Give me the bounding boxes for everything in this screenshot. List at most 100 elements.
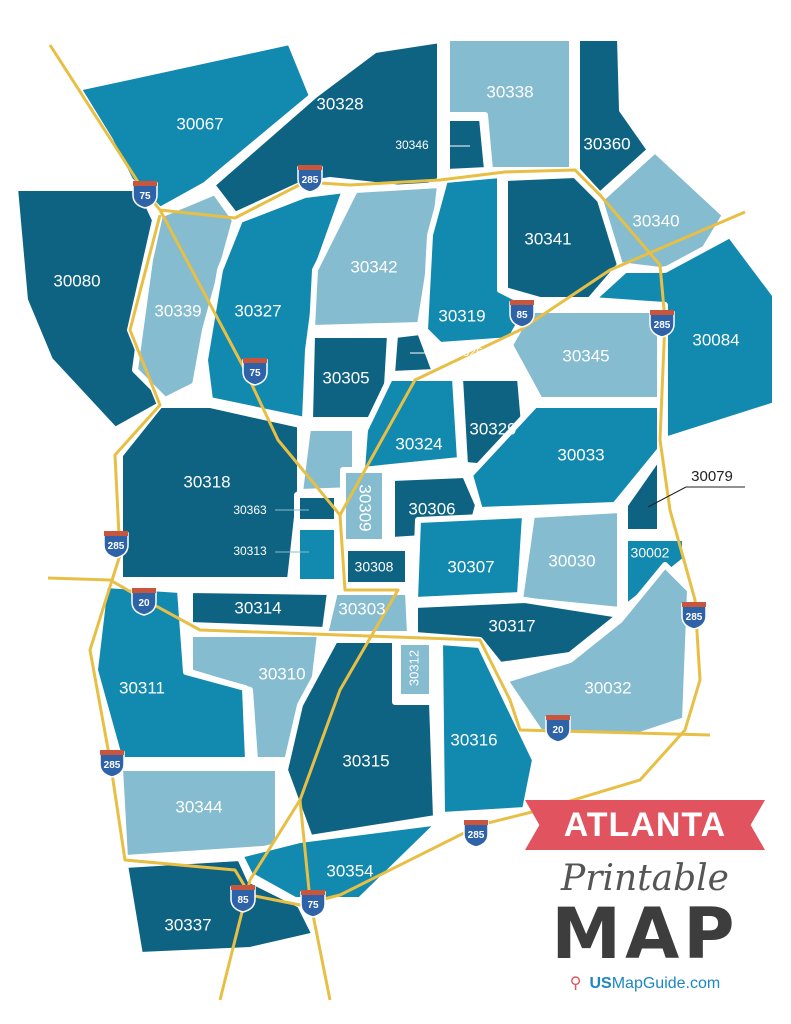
brand-us: US bbox=[589, 975, 612, 992]
zone-30315[interactable] bbox=[282, 637, 439, 841]
zip-label: 30328 bbox=[316, 94, 363, 113]
zone-30317[interactable] bbox=[412, 597, 623, 668]
brand-link[interactable]: ⚲ USMapGuide.com bbox=[510, 973, 780, 993]
zone-30345[interactable] bbox=[507, 307, 663, 403]
map-pin-icon: ⚲ bbox=[569, 975, 582, 992]
shield-number: 85 bbox=[237, 895, 249, 906]
zip-label: 30341 bbox=[524, 229, 571, 248]
zip-label: 30327 bbox=[234, 301, 281, 320]
highway-downtown-connector bbox=[298, 514, 400, 801]
shield-number: 285 bbox=[686, 612, 703, 623]
zip-label: 30338 bbox=[486, 82, 533, 101]
zip-label: 30084 bbox=[692, 330, 739, 349]
zip-label: 30317 bbox=[488, 616, 535, 635]
zip-label: 30329 bbox=[469, 419, 516, 438]
zone-30339[interactable] bbox=[132, 189, 238, 403]
interstate-shield-75: 75 bbox=[242, 358, 268, 386]
interstate-shield-75: 75 bbox=[132, 181, 158, 209]
zip-label: 30313 bbox=[233, 544, 267, 558]
zip-label: 30337 bbox=[164, 915, 211, 934]
shield-number: 285 bbox=[468, 830, 485, 841]
zip-label: 30079 bbox=[691, 468, 733, 485]
brand-rest: MapGuide.com bbox=[611, 975, 721, 992]
zip-label: 30306 bbox=[408, 499, 455, 518]
zip-label: 30305 bbox=[322, 368, 369, 387]
zip-label: 30080 bbox=[53, 271, 100, 290]
zip-label: 30303 bbox=[338, 599, 385, 618]
zip-label: 30030 bbox=[548, 551, 595, 570]
interstate-shield-285: 285 bbox=[463, 820, 489, 848]
zip-label: 30307 bbox=[447, 557, 494, 576]
shield-number: 20 bbox=[138, 598, 150, 609]
zone-30030[interactable] bbox=[517, 507, 623, 613]
zip-label: 30319 bbox=[438, 306, 485, 325]
zip-label: 30315 bbox=[342, 751, 389, 770]
interstate-shield-85: 85 bbox=[509, 300, 535, 328]
interstate-shield-75: 75 bbox=[300, 890, 326, 918]
shield-number: 285 bbox=[302, 175, 319, 186]
zone-30363[interactable] bbox=[294, 492, 340, 525]
zone-30311[interactable] bbox=[92, 582, 251, 763]
zip-label: 30363 bbox=[233, 503, 267, 517]
zip-label: 30339 bbox=[154, 301, 201, 320]
interstate-shield-285: 285 bbox=[297, 165, 323, 193]
highway-i285 bbox=[88, 168, 702, 907]
zip-label: 30344 bbox=[175, 797, 222, 816]
zone-30324[interactable] bbox=[359, 375, 463, 473]
zone-30032[interactable] bbox=[502, 562, 693, 738]
zip-label: 30326 bbox=[449, 345, 483, 359]
zone-30080[interactable] bbox=[12, 185, 163, 433]
zone-30313[interactable] bbox=[294, 524, 340, 585]
zip-label: 30312 bbox=[406, 650, 421, 686]
shield-number: 285 bbox=[104, 760, 121, 771]
zip-label: 30346 bbox=[395, 138, 429, 152]
highway-i75-north bbox=[48, 44, 342, 516]
zip-label: 30342 bbox=[350, 257, 397, 276]
highway-i85-north bbox=[338, 210, 746, 516]
subtitle-printable: Printable bbox=[561, 858, 729, 899]
zone-30342[interactable] bbox=[309, 182, 443, 331]
zip-label: 30314 bbox=[234, 598, 281, 617]
zone-30337[interactable] bbox=[122, 855, 318, 958]
zip-label: 30354 bbox=[326, 861, 373, 880]
zip-label: 30324 bbox=[395, 434, 442, 453]
zip-label: 30002 bbox=[631, 545, 670, 561]
interstate-shield-20: 20 bbox=[545, 715, 571, 743]
interstate-shield-85: 85 bbox=[230, 885, 256, 913]
zone-30346[interactable] bbox=[444, 115, 490, 175]
leader-line bbox=[647, 486, 687, 508]
zone-30316[interactable] bbox=[437, 639, 538, 818]
zip-label: 30360 bbox=[583, 134, 630, 153]
highways bbox=[47, 44, 746, 1001]
zip-label: 30345 bbox=[562, 346, 609, 365]
zone-30341[interactable] bbox=[502, 172, 623, 303]
zip-label: 30310 bbox=[258, 664, 305, 683]
zone-30318[interactable] bbox=[117, 402, 303, 583]
zip-label: 30033 bbox=[557, 445, 604, 464]
atlanta-printable-map-logo: ATLANTA Printable MAP ⚲ USMapGuide.com bbox=[510, 800, 780, 1020]
highway-i85-south bbox=[218, 799, 302, 1001]
shield-number: 285 bbox=[108, 541, 125, 552]
shield-number: 75 bbox=[139, 191, 151, 202]
title-banner: ATLANTA bbox=[525, 800, 765, 850]
shield-number: 285 bbox=[654, 320, 671, 331]
highway-i20 bbox=[47, 576, 711, 737]
zip-label: 30309 bbox=[356, 484, 375, 531]
shield-number: 20 bbox=[552, 725, 564, 736]
zip-label: 30308 bbox=[355, 559, 394, 575]
subtitle-map: MAP bbox=[551, 893, 739, 975]
interstate-shield-285: 285 bbox=[649, 310, 675, 338]
zone-30079[interactable] bbox=[622, 452, 663, 535]
zip-label: 30316 bbox=[450, 730, 497, 749]
zip-label: 30318 bbox=[183, 472, 230, 491]
shield-number: 75 bbox=[307, 900, 319, 911]
zip-label: 30340 bbox=[632, 211, 679, 230]
zone-30067[interactable] bbox=[75, 39, 315, 213]
shield-number: 75 bbox=[249, 368, 261, 379]
interstate-shield-20: 20 bbox=[131, 588, 157, 616]
zip-label: 30032 bbox=[584, 678, 631, 697]
zone-30303[interactable] bbox=[322, 589, 413, 637]
interstate-shield-285: 285 bbox=[103, 531, 129, 559]
